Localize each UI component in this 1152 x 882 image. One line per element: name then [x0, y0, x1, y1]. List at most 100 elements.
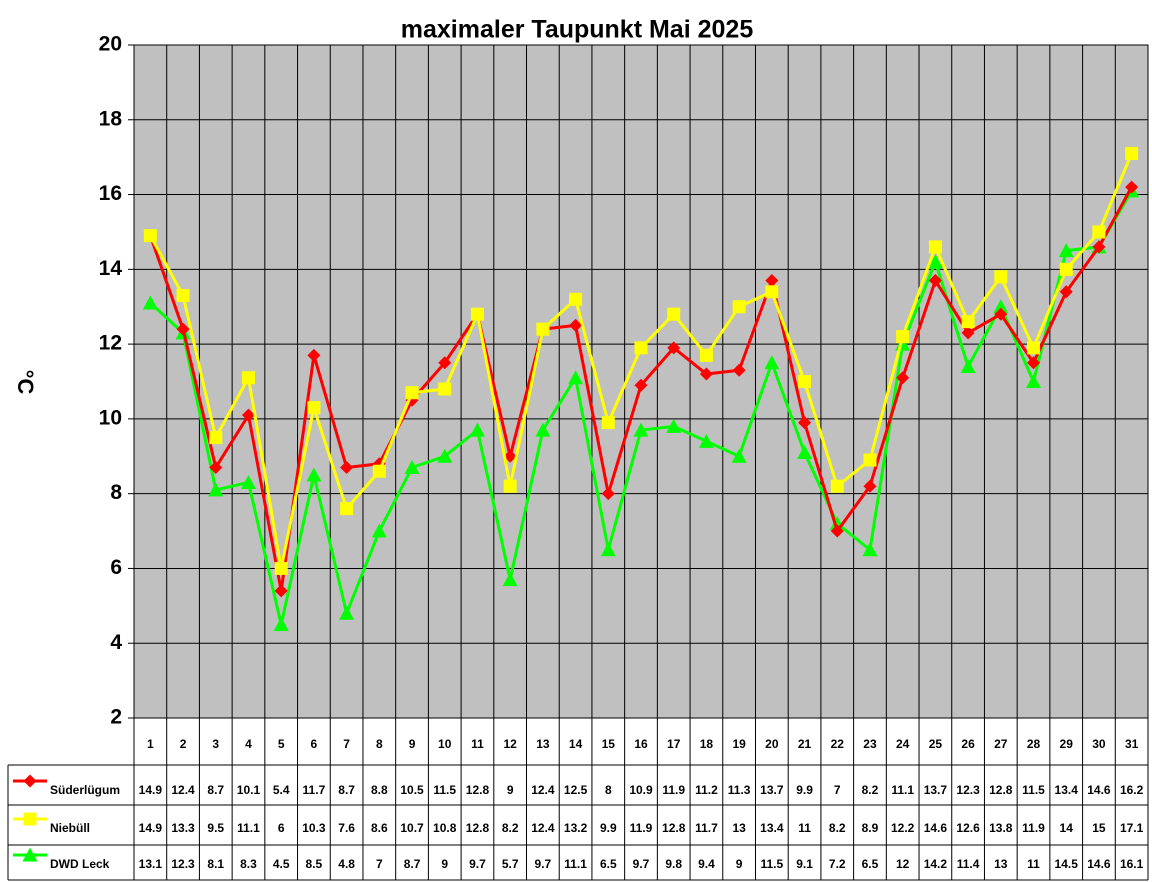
table-cell: 9.8	[665, 857, 682, 871]
table-cell: 13.8	[989, 821, 1013, 835]
table-cell: 14.9	[139, 783, 163, 797]
point	[176, 322, 190, 336]
point	[404, 459, 420, 474]
table-cell: 14.6	[924, 821, 948, 835]
point	[209, 431, 223, 445]
x-tick-label: 29	[1060, 737, 1074, 751]
x-tick-label: 28	[1027, 737, 1041, 751]
point	[142, 295, 158, 310]
point	[896, 330, 910, 344]
point	[601, 487, 615, 501]
point	[568, 370, 584, 385]
point	[1092, 240, 1106, 254]
point	[731, 448, 747, 463]
table-cell: 13	[732, 821, 746, 835]
legend-marker	[23, 812, 37, 826]
y-tick-label: 8	[110, 481, 122, 504]
x-tick-label: 30	[1092, 737, 1106, 751]
point	[241, 408, 255, 422]
point	[699, 348, 713, 362]
point	[274, 561, 288, 575]
table-cell: 12.3	[956, 783, 980, 797]
table-cell: 10.9	[629, 783, 653, 797]
point	[960, 359, 976, 374]
table-cell: 9.9	[600, 821, 617, 835]
x-tick-label: 19	[732, 737, 746, 751]
y-tick-label: 4	[110, 631, 122, 654]
legend-label: Niebüll	[50, 821, 90, 835]
table-cell: 6	[278, 821, 285, 835]
table-cell: 7.6	[338, 821, 355, 835]
point	[306, 467, 322, 482]
y-tick-label: 18	[99, 107, 123, 130]
point	[1092, 225, 1106, 239]
x-tick-label: 15	[602, 737, 616, 751]
table-cell: 13.7	[924, 783, 948, 797]
x-tick-label: 8	[376, 737, 383, 751]
point	[371, 523, 387, 538]
table-cell: 8.7	[404, 857, 421, 871]
point	[928, 274, 942, 288]
point	[1058, 243, 1074, 258]
point	[928, 240, 942, 254]
table-cell: 8.7	[207, 783, 224, 797]
table-cell: 13.3	[171, 821, 195, 835]
legend-symbol	[22, 847, 38, 862]
y-tick-label: 10	[99, 406, 122, 429]
x-tick-label: 4	[245, 737, 252, 751]
table-cell: 9.1	[796, 857, 813, 871]
table-cell: 8.2	[502, 821, 519, 835]
table-cell: 12.8	[466, 821, 490, 835]
table-cell: 11.1	[237, 821, 260, 835]
x-tick-label: 14	[569, 737, 583, 751]
table-cell: 11.7	[303, 783, 326, 797]
x-tick-label: 18	[700, 737, 714, 751]
point	[274, 584, 288, 598]
point	[241, 371, 255, 385]
table-cell: 8.6	[371, 821, 388, 835]
y-tick-label: 16	[99, 182, 122, 205]
x-tick-label: 2	[180, 737, 187, 751]
series	[142, 183, 1140, 632]
legend-label: DWD Leck	[50, 857, 110, 871]
table-cell: 6.5	[600, 857, 617, 871]
legend-label: Süderlügum	[50, 783, 120, 797]
point	[994, 307, 1008, 321]
point	[1059, 285, 1073, 299]
x-tick-label: 6	[311, 737, 318, 751]
point	[503, 479, 517, 493]
table-cell: 10.5	[400, 783, 424, 797]
point	[240, 474, 256, 489]
point	[1026, 374, 1042, 388]
table-cell: 15	[1092, 821, 1106, 835]
x-tick-label: 12	[503, 737, 517, 751]
legend-marker	[22, 847, 38, 862]
point	[732, 300, 746, 314]
table-cell: 9	[441, 857, 448, 871]
table-cell: 14.2	[924, 857, 948, 871]
point	[307, 401, 321, 415]
table-cell: 10.1	[237, 783, 261, 797]
table-cell: 13.7	[760, 783, 784, 797]
x-tick-label: 27	[994, 737, 1008, 751]
table-cell: 8.2	[829, 821, 846, 835]
table-cell: 13.4	[760, 821, 784, 835]
table-cell: 9.7	[633, 857, 650, 871]
x-tick-label: 9	[409, 737, 416, 751]
table-cell: 10.8	[433, 821, 457, 835]
table-cell: 11.5	[760, 857, 783, 871]
point	[1125, 180, 1139, 194]
legend-symbol	[23, 774, 37, 788]
point	[699, 367, 713, 381]
table-cell: 14.9	[139, 821, 163, 835]
table-cell: 11.5	[1022, 783, 1045, 797]
point	[862, 542, 878, 557]
point	[307, 348, 321, 362]
table-cell: 11	[798, 821, 811, 835]
table-cell: 10.7	[400, 821, 424, 835]
table-cell: 9.7	[535, 857, 552, 871]
point	[830, 524, 844, 538]
point	[405, 386, 419, 400]
point	[1027, 356, 1041, 370]
